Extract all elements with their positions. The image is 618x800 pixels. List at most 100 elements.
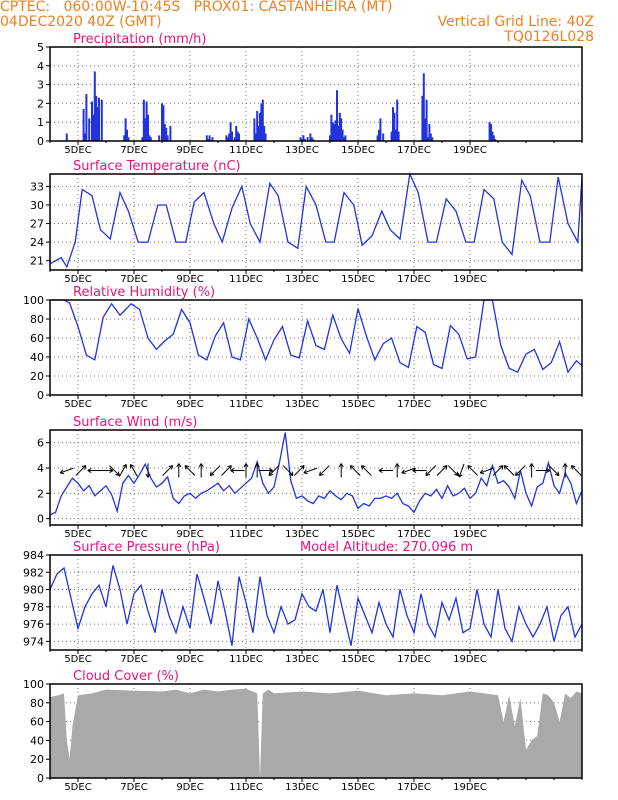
x-tick-label: 15DEC	[341, 529, 375, 540]
wind-arrow-head	[570, 465, 573, 470]
y-tick-label: 0	[37, 389, 44, 402]
wind-arrow-head	[340, 463, 344, 468]
precip-bar	[336, 90, 338, 141]
x-tick-label: 9DEC	[176, 399, 203, 410]
x-tick-label: 11DEC	[229, 654, 263, 665]
wind-arrow-head	[288, 474, 294, 476]
precip-bar	[95, 95, 98, 141]
wind-arrow-head	[480, 472, 485, 475]
wind-arrow-head	[243, 463, 247, 468]
x-tick-label: 19DEC	[453, 274, 487, 285]
precip-bar	[310, 137, 313, 141]
wind-arrow-head	[230, 468, 235, 471]
wind-arrow	[467, 465, 479, 476]
x-tick-label: 7DEC	[120, 399, 147, 410]
precip-bar	[397, 131, 400, 141]
wind-arrow-head	[87, 470, 92, 474]
precip-bar	[226, 137, 229, 141]
x-tick-label: 19DEC	[453, 782, 487, 793]
precip-bar	[144, 118, 147, 141]
y-tick-label: 33	[30, 180, 44, 193]
wind-arrow-head	[60, 472, 65, 475]
precip-bar	[257, 125, 260, 141]
y-tick-label: 974	[23, 635, 44, 648]
precip-bar	[390, 131, 393, 141]
series-line-1	[49, 171, 583, 269]
wind-arrow	[209, 465, 221, 476]
precip-bar	[425, 99, 428, 141]
precip-bar	[93, 71, 96, 141]
wind-arrow-head	[479, 469, 484, 474]
precip-bar	[228, 133, 231, 141]
x-tick-label: 13DEC	[285, 145, 319, 156]
precip-bar	[229, 122, 232, 141]
precip-bar	[165, 127, 168, 141]
precip-bar	[334, 120, 337, 141]
wind-arrow	[548, 465, 560, 476]
y-tick-label: 24	[30, 236, 44, 249]
x-tick-label: 15DEC	[341, 274, 375, 285]
y-tick-label: 21	[30, 255, 44, 268]
wind-arrow-head	[394, 463, 398, 468]
wind-arrow-head	[529, 463, 533, 468]
precip-bar	[205, 135, 208, 141]
precip-bar	[306, 137, 309, 141]
y-tick-label: 40	[30, 734, 44, 747]
precip-bar	[207, 139, 210, 141]
precip-bar	[344, 135, 347, 141]
wind-arrow-head	[503, 465, 506, 470]
wind-arrow-head	[227, 465, 232, 468]
precip-bar	[394, 129, 397, 141]
wind-arrow-head	[87, 468, 92, 471]
wind-arrow	[293, 465, 305, 476]
precip-bar	[329, 135, 331, 141]
precip-bar	[382, 133, 385, 141]
x-tick-label: 11DEC	[229, 274, 263, 285]
wind-arrow-head	[171, 465, 174, 470]
precip-bar	[158, 135, 161, 141]
x-tick-label: 9DEC	[176, 529, 203, 540]
wind-arrow-head	[557, 471, 560, 476]
precip-bar	[376, 135, 379, 141]
precip-bar	[225, 135, 228, 141]
panel-1	[46, 171, 583, 274]
wind-arrow-head	[210, 474, 215, 476]
wind-arrow-head	[546, 468, 551, 471]
cloud-cover-area	[50, 688, 582, 778]
wind-arrow-head	[458, 474, 463, 478]
precip-bar	[379, 118, 382, 141]
wind-arrow-head	[300, 465, 305, 468]
precip-bar	[259, 112, 261, 141]
wind-arrow-head	[303, 469, 307, 474]
precip-bar	[264, 133, 267, 141]
wind-arrow-head	[562, 463, 566, 468]
wind-arrow-head	[268, 471, 271, 476]
precip-bar	[393, 112, 396, 141]
y-tick-label: 1	[37, 116, 44, 129]
precip-bar	[82, 109, 85, 141]
precip-bar	[427, 137, 429, 141]
y-tick-label: 5	[37, 41, 44, 54]
x-tick-label: 19DEC	[453, 529, 487, 540]
x-tick-label: 15DEC	[341, 145, 375, 156]
wind-arrow-head	[81, 465, 86, 468]
panel-frame	[49, 429, 583, 526]
wind-arrow	[349, 465, 361, 476]
precip-bar	[126, 129, 128, 141]
y-tick-label: 60	[30, 716, 44, 729]
x-tick-label: 13DEC	[285, 782, 319, 793]
wind-arrow-head	[268, 474, 274, 476]
x-tick-label: 17DEC	[397, 399, 431, 410]
precip-bar	[431, 137, 434, 141]
precip-bar	[85, 94, 88, 141]
wind-arrow-head	[145, 473, 149, 478]
wind-arrow-head	[147, 473, 151, 478]
precip-bar	[147, 114, 149, 141]
precip-bar	[100, 99, 103, 141]
wind-arrow	[268, 465, 280, 476]
panel-0	[46, 46, 583, 145]
precip-bar	[123, 135, 126, 141]
precip-bar	[88, 118, 91, 141]
wind-arrow-head	[498, 465, 504, 468]
y-tick-label: 80	[30, 697, 44, 710]
